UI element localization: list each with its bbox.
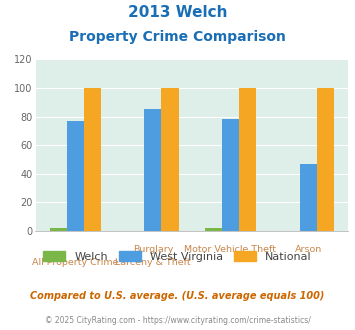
Bar — [144, 110, 162, 231]
Bar — [205, 228, 222, 231]
Bar — [50, 228, 67, 231]
Bar — [300, 164, 317, 231]
Text: Larceny & Theft: Larceny & Theft — [115, 258, 191, 267]
Text: 2013 Welch: 2013 Welch — [128, 5, 227, 20]
Bar — [84, 88, 101, 231]
Bar — [239, 88, 256, 231]
Text: Motor Vehicle Theft: Motor Vehicle Theft — [185, 245, 277, 254]
Text: © 2025 CityRating.com - https://www.cityrating.com/crime-statistics/: © 2025 CityRating.com - https://www.city… — [45, 316, 310, 325]
Bar — [222, 119, 239, 231]
Bar — [162, 88, 179, 231]
Text: Burglary: Burglary — [133, 245, 173, 254]
Bar — [317, 88, 334, 231]
Text: Compared to U.S. average. (U.S. average equals 100): Compared to U.S. average. (U.S. average … — [30, 291, 325, 301]
Bar — [67, 121, 84, 231]
Text: All Property Crime: All Property Crime — [32, 258, 119, 267]
Legend: Welch, West Virginia, National: Welch, West Virginia, National — [39, 247, 316, 267]
Text: Property Crime Comparison: Property Crime Comparison — [69, 30, 286, 44]
Text: Arson: Arson — [294, 245, 322, 254]
